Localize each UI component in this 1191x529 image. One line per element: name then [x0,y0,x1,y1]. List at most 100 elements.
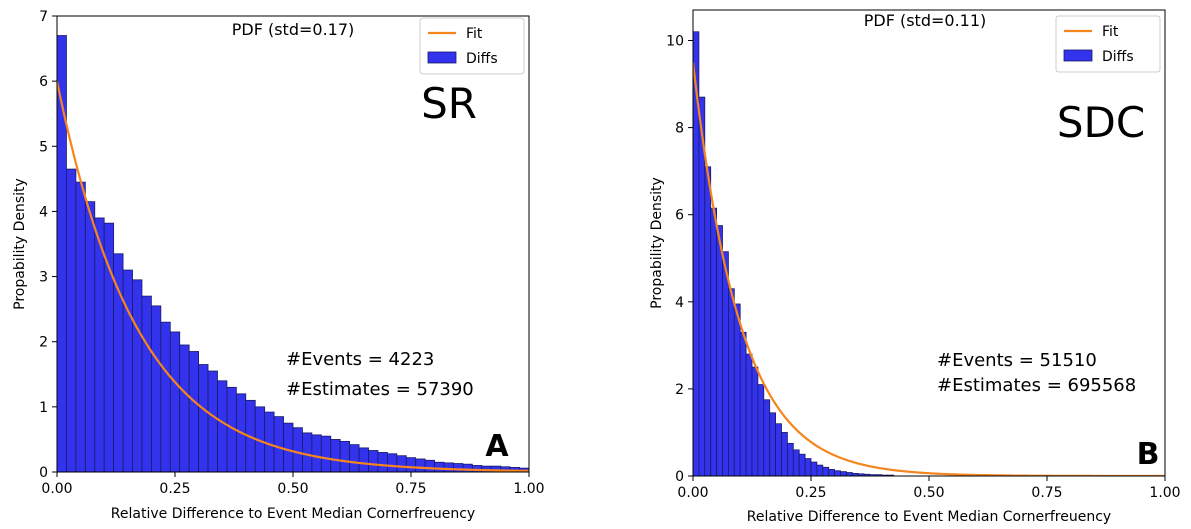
histogram-bar [169,331,181,472]
histogram-bar [804,458,812,476]
histogram-bar [273,416,284,472]
histogram-bar [443,462,454,472]
histogram-bar [642,470,651,472]
histogram-bar [368,450,379,472]
chart-panel-2: 0.00 0.25 0.50 0.75 1.00 0 2 4 6 8 10 Relative Diff… [649,9,1181,525]
histogram-bar [113,253,124,472]
histogram-bar [781,432,788,476]
histogram-bar [122,269,133,472]
y-tick-label: 7 [39,9,48,25]
histogram-bars [57,35,670,472]
histogram-bar [751,366,759,476]
fit-curve [57,80,529,472]
histogram-bar [150,305,162,472]
y-axis-label: Propability Density [649,177,665,309]
histogram-bar [840,471,847,476]
histogram-bar [733,303,741,476]
histogram-bar [757,384,765,476]
histogram-bar [198,364,209,472]
histogram-bar [75,181,86,472]
histogram-bar [557,469,566,472]
histogram-bar [358,447,369,472]
histogram-bar [207,370,218,472]
histogram-bar [548,469,557,472]
histogram-bar [188,351,200,472]
legend: Fit Diffs [1055,15,1161,73]
x-tick-label: 0.75 [395,481,426,497]
histogram-bar [396,455,407,472]
y-tick-label: 2 [39,335,48,351]
histogram-bar [377,452,388,472]
histogram-bar [292,427,303,472]
histogram-bar [453,463,464,472]
histogram-bar [576,469,585,472]
x-tick-label: 0.00 [677,485,708,501]
histogram-bar [739,331,747,476]
histogram-bar [722,251,729,476]
histogram-bar [434,461,445,472]
histogram-bar [661,470,670,472]
histogram-bar [424,459,436,472]
histogram-bar [141,295,152,472]
legend-diffs-label: Diffs [1102,49,1134,65]
x-axis-label: Relative Difference to Event Median Corn… [111,506,475,522]
histogram-bar [586,470,595,472]
y-tick-label: 2 [675,382,684,398]
y-tick-label: 3 [39,270,48,286]
legend-diffs-swatch [1063,49,1093,62]
x-tick-label: 0.00 [41,481,72,497]
y-tick-label: 4 [39,204,48,220]
histogram-bar [763,399,771,476]
y-tick-label: 0 [39,465,48,481]
histogram-bar [320,435,332,472]
histogram-bar [614,470,623,472]
x-tick-label: 1.00 [513,481,544,497]
histogram-bar [623,470,632,472]
histogram-bar [528,467,529,472]
histogram-bars [693,31,895,476]
histogram-bar [330,439,341,472]
legend-diffs-swatch [427,51,457,64]
histogram-bar [745,353,753,476]
histogram-bar [775,423,782,476]
y-tick-label: 4 [675,295,684,311]
x-tick-label: 0.50 [277,481,308,497]
histogram-bar [339,440,351,472]
histogram-bar [160,321,171,472]
annotation-text: #Events = 51510 [937,350,1097,371]
histogram-bar [834,470,841,476]
histogram-bar [217,380,228,472]
histogram-bar [567,469,576,472]
histogram-bar [386,453,398,472]
histogram-bar [405,457,417,472]
histogram-bar [787,442,794,476]
y-tick-label: 0 [675,469,684,485]
histogram-bar [132,279,143,472]
histogram-bar [283,422,294,472]
dataset-label: SR [421,79,477,128]
histogram-bar [349,444,360,472]
y-tick-label: 8 [675,121,684,137]
chart-title: PDF (std=0.17) [232,20,355,39]
histogram-bar [798,453,806,476]
annotation-text: #Events = 4223 [286,349,434,370]
histogram-bar [595,470,604,472]
x-tick-label: 0.25 [795,485,826,501]
histogram-bar [704,166,712,476]
x-tick-label: 0.50 [913,485,944,501]
histogram-bar [652,470,661,472]
panel-letter: A [485,429,509,464]
histogram-bar [792,449,800,476]
histogram-bar [302,432,313,472]
histogram-bar [846,472,853,476]
histogram-bar [716,225,723,476]
legend: Fit Diffs [419,17,525,75]
y-tick-label: 1 [39,400,48,416]
histogram-bar [816,464,824,476]
histogram-bar [710,207,718,476]
y-tick-label: 6 [675,208,684,224]
histogram-bar [728,288,735,476]
histogram-bar [633,469,642,472]
dataset-label: SDC [1057,98,1145,147]
